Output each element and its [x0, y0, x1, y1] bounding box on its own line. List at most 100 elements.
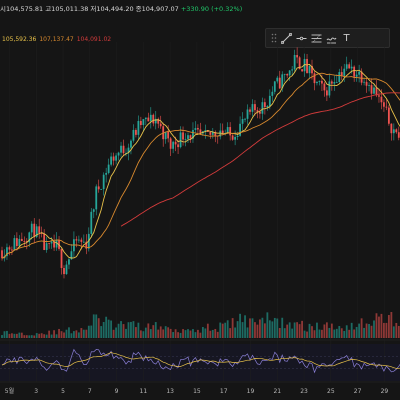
volume-bar-118 [293, 322, 296, 338]
x-tick-label-7: 15 [193, 388, 201, 395]
volume-bar-100 [249, 318, 251, 338]
candle-141 [350, 66, 353, 69]
drawing-toolbar: T [265, 28, 390, 48]
volume-bar-30 [75, 330, 78, 338]
candle-78 [194, 128, 197, 130]
volume-bar-77 [192, 329, 194, 338]
candle-145 [360, 71, 363, 83]
volume-bar-41 [102, 322, 105, 338]
volume-bar-144 [358, 323, 361, 338]
candle-117 [291, 69, 294, 71]
volume-bar-91 [226, 320, 229, 338]
volume-bar-147 [365, 323, 368, 338]
candle-94 [234, 136, 237, 140]
volume-bar-38 [95, 314, 98, 338]
volume-bar-83 [206, 323, 209, 338]
candle-69 [172, 141, 175, 149]
candle-111 [276, 77, 279, 82]
candle-124 [308, 66, 311, 74]
volume-bar-152 [378, 316, 380, 338]
candle-74 [184, 138, 187, 140]
candle-30 [75, 239, 78, 241]
candle-140 [348, 64, 351, 69]
brush-icon[interactable] [324, 30, 339, 46]
volume-bar-102 [254, 322, 256, 338]
volume-bar-160 [397, 325, 400, 338]
volume-bar-130 [323, 324, 326, 338]
candle-44 [110, 156, 113, 165]
candle-125 [311, 66, 313, 74]
volume-bar-32 [80, 328, 83, 338]
volume-bar-14 [35, 333, 38, 338]
volume-bar-67 [167, 327, 170, 338]
candle-89 [221, 130, 224, 134]
candle-38 [95, 186, 98, 210]
candle-62 [154, 118, 157, 124]
volume-bar-34 [85, 329, 88, 338]
candle-104 [259, 111, 261, 114]
volume-bar-1 [3, 331, 6, 338]
volume-bar-2 [6, 330, 8, 338]
candle-36 [90, 211, 93, 234]
moving-average-2 [120, 92, 400, 227]
volume-bar-70 [174, 329, 177, 338]
candle-55 [137, 120, 140, 135]
volume-bar-108 [268, 320, 271, 338]
candle-9 [23, 241, 26, 242]
candle-32 [80, 239, 83, 242]
candle-48 [120, 145, 122, 153]
x-tick-label-1: 3 [34, 388, 38, 395]
x-tick-label-2: 5 [61, 388, 65, 395]
candle-155 [385, 106, 388, 108]
candle-138 [343, 68, 346, 76]
volume-bar-122 [303, 330, 306, 338]
candle-114 [283, 73, 286, 75]
x-tick-label-3: 7 [88, 388, 92, 395]
volume-bar-12 [30, 335, 33, 338]
volume-bar-117 [291, 328, 294, 338]
volume-bar-75 [187, 329, 189, 338]
volume-bar-105 [261, 317, 264, 338]
candle-20 [50, 241, 53, 244]
moving-average-0 [1, 63, 400, 259]
volume-bar-135 [335, 328, 338, 338]
volume-bar-111 [276, 318, 279, 338]
candle-80 [199, 129, 202, 134]
x-tick-label-9: 19 [247, 388, 255, 395]
volume-bar-103 [256, 324, 259, 338]
candle-41 [102, 174, 105, 190]
candle-98 [244, 118, 246, 120]
candle-160 [397, 132, 400, 138]
candle-10 [25, 241, 28, 243]
drag-grip-icon[interactable] [269, 32, 279, 44]
candle-84 [209, 131, 212, 135]
text-tool-icon[interactable]: T [339, 30, 354, 46]
candle-143 [355, 74, 358, 77]
candle-96 [239, 123, 241, 136]
candle-51 [127, 147, 130, 153]
volume-bar-154 [383, 322, 385, 338]
candle-46 [115, 155, 117, 161]
candle-103 [256, 110, 259, 112]
candle-105 [261, 102, 264, 114]
x-tick-label-11: 23 [300, 388, 308, 395]
trend-line-icon[interactable] [279, 30, 294, 46]
volume-bar-61 [152, 325, 155, 338]
candle-159 [395, 129, 398, 133]
volume-bar-141 [350, 322, 353, 338]
volume-bar-36 [90, 325, 93, 338]
candle-110 [273, 81, 276, 92]
volume-bar-20 [50, 334, 53, 338]
fib-retracement-icon[interactable] [309, 30, 324, 46]
candle-76 [189, 135, 192, 139]
candle-108 [268, 95, 271, 107]
candle-116 [288, 70, 291, 76]
candle-28 [70, 251, 73, 260]
x-tick-label-12: 25 [327, 388, 335, 395]
volume-bar-90 [224, 322, 227, 338]
volume-bar-76 [189, 330, 192, 338]
volume-bar-57 [142, 331, 145, 338]
horizontal-line-icon[interactable] [294, 30, 309, 46]
candle-150 [373, 87, 375, 94]
